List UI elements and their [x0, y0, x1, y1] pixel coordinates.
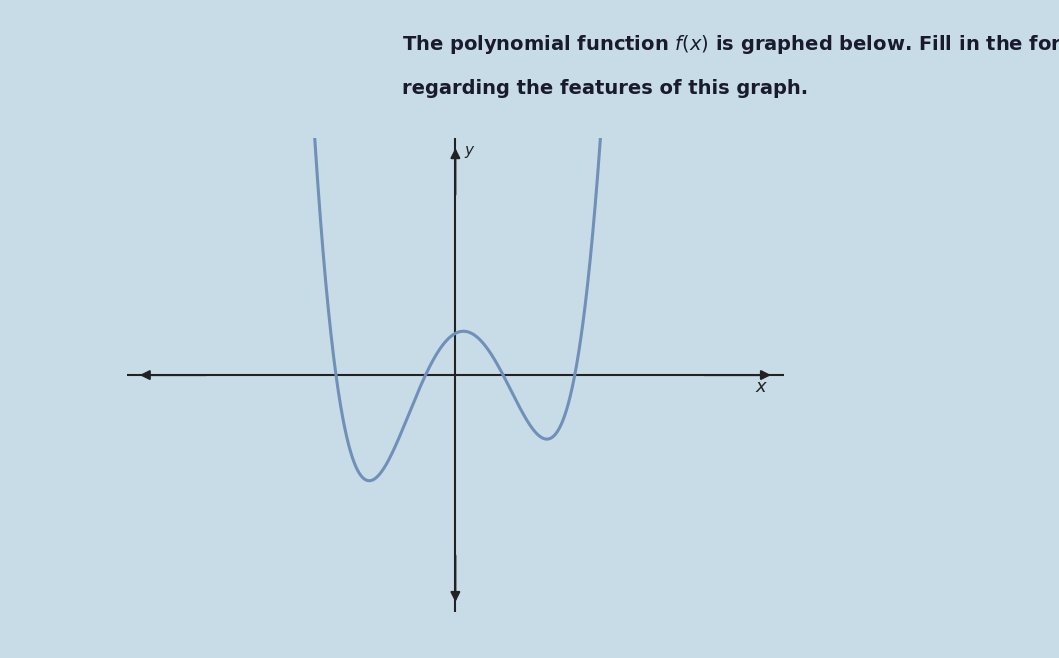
Text: The polynomial function $f(x)$ is graphed below. Fill in the form below: The polynomial function $f(x)$ is graphe…: [402, 33, 1059, 56]
Text: x: x: [755, 378, 766, 395]
Text: y: y: [464, 143, 473, 158]
Text: regarding the features of this graph.: regarding the features of this graph.: [402, 79, 808, 98]
